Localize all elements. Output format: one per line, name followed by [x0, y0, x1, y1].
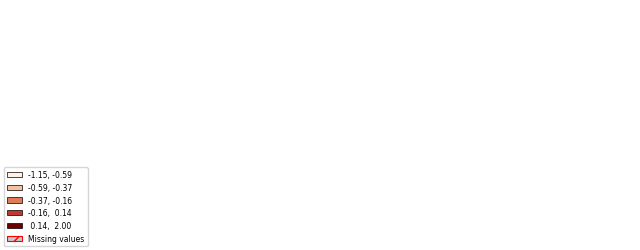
Legend: -1.15, -0.59, -0.59, -0.37, -0.37, -0.16, -0.16,  0.14,  0.14,  2.00, Missing va: -1.15, -0.59, -0.59, -0.37, -0.37, -0.16… — [4, 167, 88, 246]
